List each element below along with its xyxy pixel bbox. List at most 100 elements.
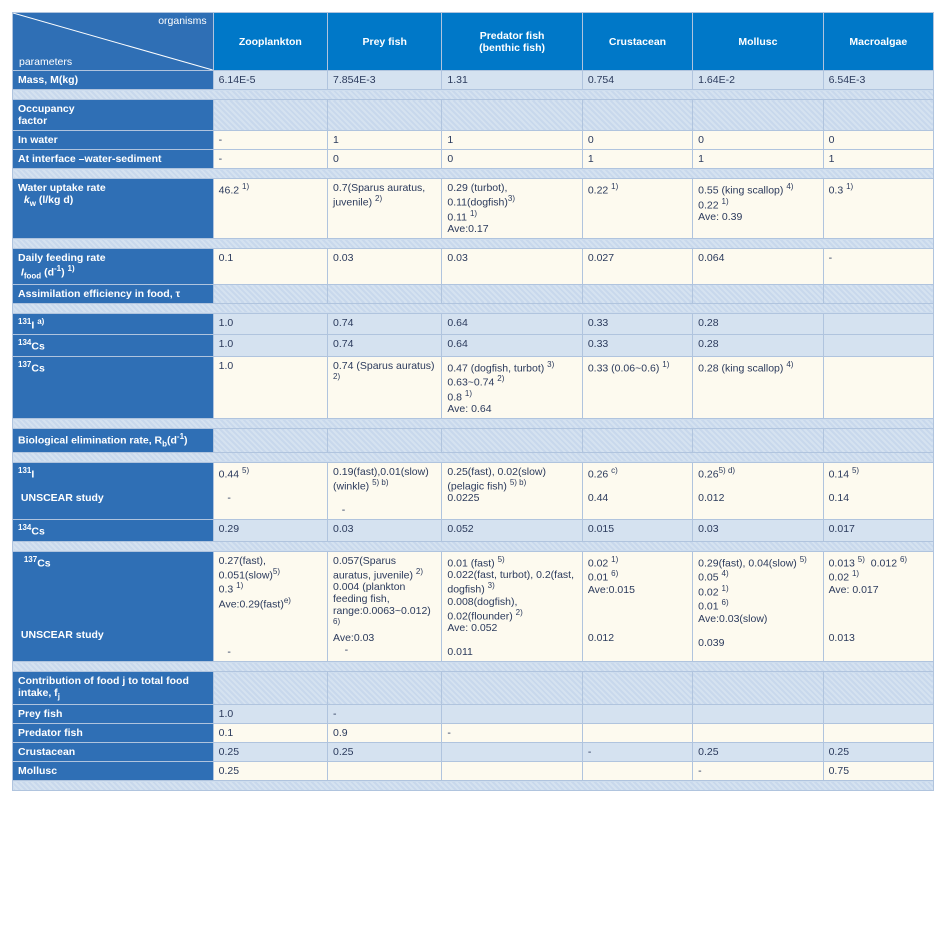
row-label: Mass, M(kg) [13,71,214,90]
cell: 0.33 [582,335,692,357]
cell: 0.28 [693,335,823,357]
row-label: Mollusc [13,762,214,781]
cell: 1.0 [213,335,327,357]
cell: - [823,249,933,285]
cell: - [442,724,582,743]
corner-organisms: organisms [158,15,206,27]
cell: 0.22 1) [582,179,692,239]
cell: - [328,705,442,724]
spacer [13,419,934,429]
cell: 1.31 [442,71,582,90]
cell: 0 [823,131,933,150]
cell: 0.1 [213,249,327,285]
spacer [13,541,934,551]
cell: 0 [582,131,692,150]
cell: 0.55 (king scallop) 4)0.22 1)Ave: 0.39 [693,179,823,239]
cell: 1.0 [213,356,327,419]
cell [823,335,933,357]
cell: 0.75 [823,762,933,781]
cell: 0.64 [442,335,582,357]
cell: 1 [693,150,823,169]
cell: 0.29 [213,520,327,542]
cell: 0.7(Sparus auratus, juvenile) 2) [328,179,442,239]
cell: 0.02 1)0.01 6)Ave:0.0150.012 [582,551,692,662]
col-head-3: Crustacean [582,13,692,71]
corner-cell: organisms parameters [13,13,214,71]
col-head-2: Predator fish(benthic fish) [442,13,582,71]
row-label: Predator fish [13,724,214,743]
cell: 0.29(fast), 0.04(slow) 5)0.05 4)0.02 1)0… [693,551,823,662]
cell: 0.013 5) 0.012 6)0.02 1)Ave: 0.0170.013 [823,551,933,662]
col-head-4: Mollusc [693,13,823,71]
cell [823,724,933,743]
cell: 1.0 [213,705,327,724]
cell: 0 [442,150,582,169]
cell: 0.25 [328,743,442,762]
cell [823,356,933,419]
row-label: Crustacean [13,743,214,762]
row-label: 131I a) [13,313,214,335]
corner-parameters: parameters [19,56,72,68]
cell: 0.03 [442,249,582,285]
cell: 0.015 [582,520,692,542]
cell: 0.44 5) - [213,462,327,520]
cell: 0.03 [693,520,823,542]
cell: 0.064 [693,249,823,285]
cell: 0.19(fast),0.01(slow) (winkle) 5) b) - [328,462,442,520]
row-label: Water uptake rate kw (l/kg d) [13,179,214,239]
col-head-5: Macroalgae [823,13,933,71]
cell: 0.28 [693,313,823,335]
cell: 0.01 (fast) 5)0.022(fast, turbot), 0.2(f… [442,551,582,662]
cell [328,762,442,781]
section-header: Occupancyfactor [13,100,214,131]
spacer [13,662,934,672]
row-label: In water [13,131,214,150]
cell: 0.1 [213,724,327,743]
cell: 0.03 [328,249,442,285]
cell: 0.9 [328,724,442,743]
cell: 0.47 (dogfish, turbot) 3)0.63~0.74 2)0.8… [442,356,582,419]
spacer [13,781,934,791]
cell: 0.03 [328,520,442,542]
col-head-1: Prey fish [328,13,442,71]
spacer [13,90,934,100]
cell: 0.25 [213,762,327,781]
cell: 0.017 [823,520,933,542]
cell: 6.54E-3 [823,71,933,90]
cell [823,705,933,724]
cell [693,705,823,724]
cell: 0.74 [328,335,442,357]
row-label: 134Cs [13,335,214,357]
cell [582,705,692,724]
cell [442,705,582,724]
row-label: At interface –water-sediment [13,150,214,169]
cell: 6.14E-5 [213,71,327,90]
spacer [13,169,934,179]
cell: 0.052 [442,520,582,542]
row-label: 137Cs [13,356,214,419]
cell: 0.29 (turbot), 0.11(dogfish)3)0.11 1)Ave… [442,179,582,239]
cell: 0.25 [823,743,933,762]
cell: 0 [328,150,442,169]
cell: 1.64E-2 [693,71,823,90]
row-label: Daily feeding rate Ifood (d-1) 1) [13,249,214,285]
spacer [13,452,934,462]
parameters-table: organisms parameters ZooplanktonPrey fis… [12,12,934,791]
row-label: 131I UNSCEAR study [13,462,214,520]
cell [442,743,582,762]
cell: - [213,150,327,169]
cell: 7.854E-3 [328,71,442,90]
cell: 0.25 [693,743,823,762]
cell: 0.27(fast), 0.051(slow)5)0.3 1)Ave:0.29(… [213,551,327,662]
cell [693,724,823,743]
cell: 0.25 [213,743,327,762]
cell: 1 [582,150,692,169]
cell [582,724,692,743]
cell: - [582,743,692,762]
spacer [13,303,934,313]
section-header: Biological elimination rate, Rb(d-1) [13,429,214,453]
section-header: Contribution of food j to total food int… [13,672,214,705]
cell: 0.26 c)0.44 [582,462,692,520]
section-header: Assimilation efficiency in food, τ [13,284,214,303]
cell: 0.754 [582,71,692,90]
